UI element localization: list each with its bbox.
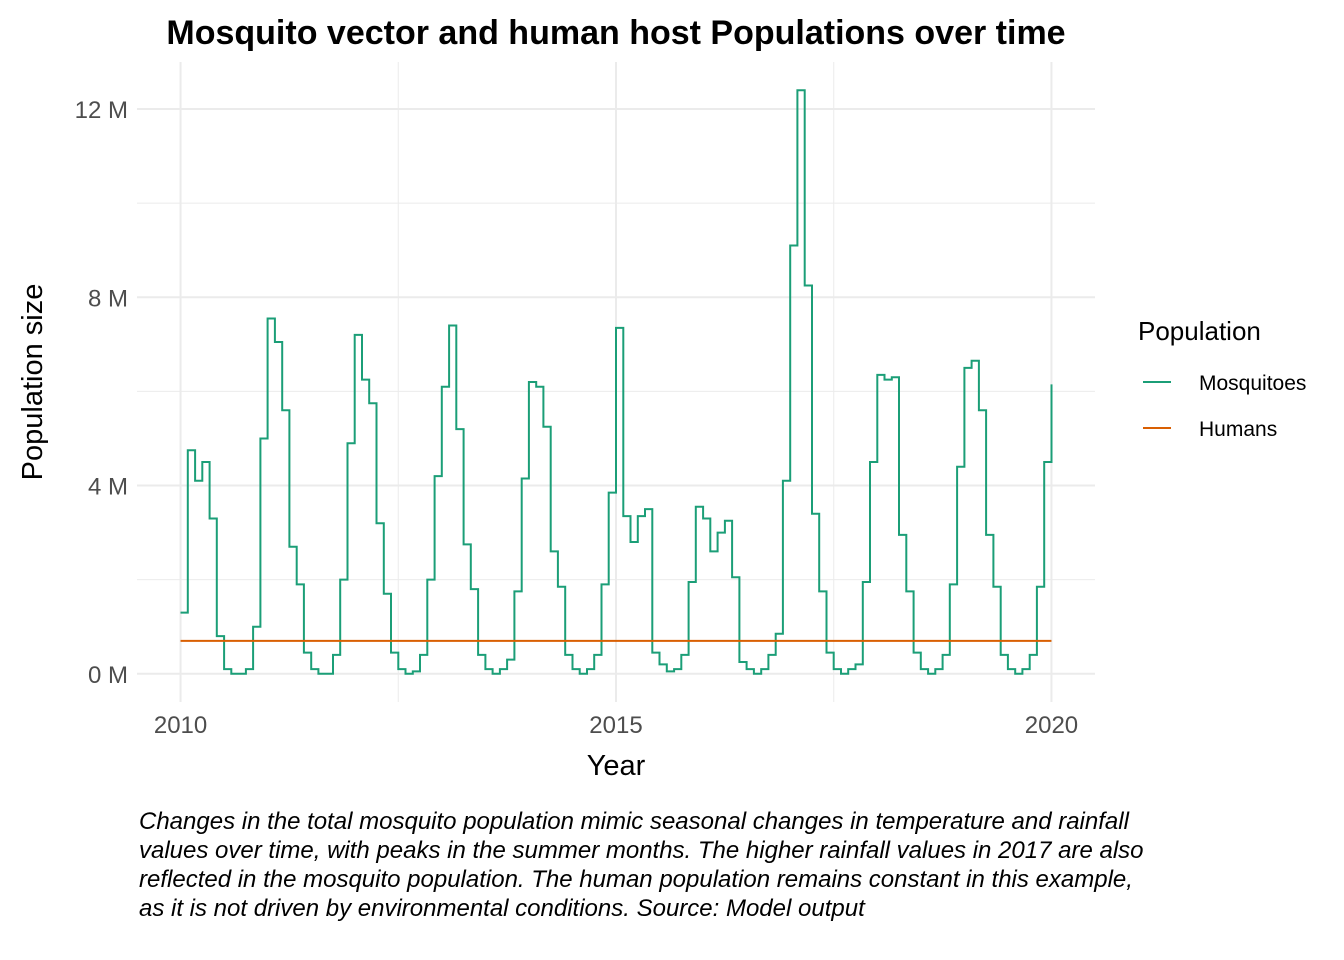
legend-title: Population: [1138, 316, 1261, 346]
legend-label-mosquitoes: Mosquitoes: [1199, 372, 1306, 395]
legend: Population Mosquitoes Humans: [1138, 316, 1306, 441]
chart-title: Mosquito vector and human host Populatio…: [166, 14, 1065, 52]
y-axis-ticks: 0 M 4 M 8 M 12 M: [75, 97, 128, 689]
series-layer: [180, 89, 1053, 675]
x-tick-label: 2015: [589, 712, 642, 739]
x-axis-title: Year: [587, 750, 646, 782]
x-tick-label: 2010: [154, 712, 207, 739]
x-tick-label: 2020: [1025, 712, 1078, 739]
legend-label-humans: Humans: [1199, 418, 1277, 441]
y-tick-label: 4 M: [88, 474, 128, 501]
x-axis-ticks: 2010 2015 2020: [154, 712, 1078, 739]
chart-caption: Changes in the total mosquito population…: [139, 808, 1144, 922]
y-tick-label: 0 M: [88, 662, 128, 689]
y-tick-label: 8 M: [88, 285, 128, 312]
y-tick-label: 12 M: [75, 97, 128, 124]
y-axis-title: Population size: [17, 284, 49, 481]
population-chart: 2010 2015 2020 0 M 4 M 8 M 12 M Mosquito vect…: [17, 14, 1306, 782]
series-line-mosquitoes: [180, 89, 1053, 675]
